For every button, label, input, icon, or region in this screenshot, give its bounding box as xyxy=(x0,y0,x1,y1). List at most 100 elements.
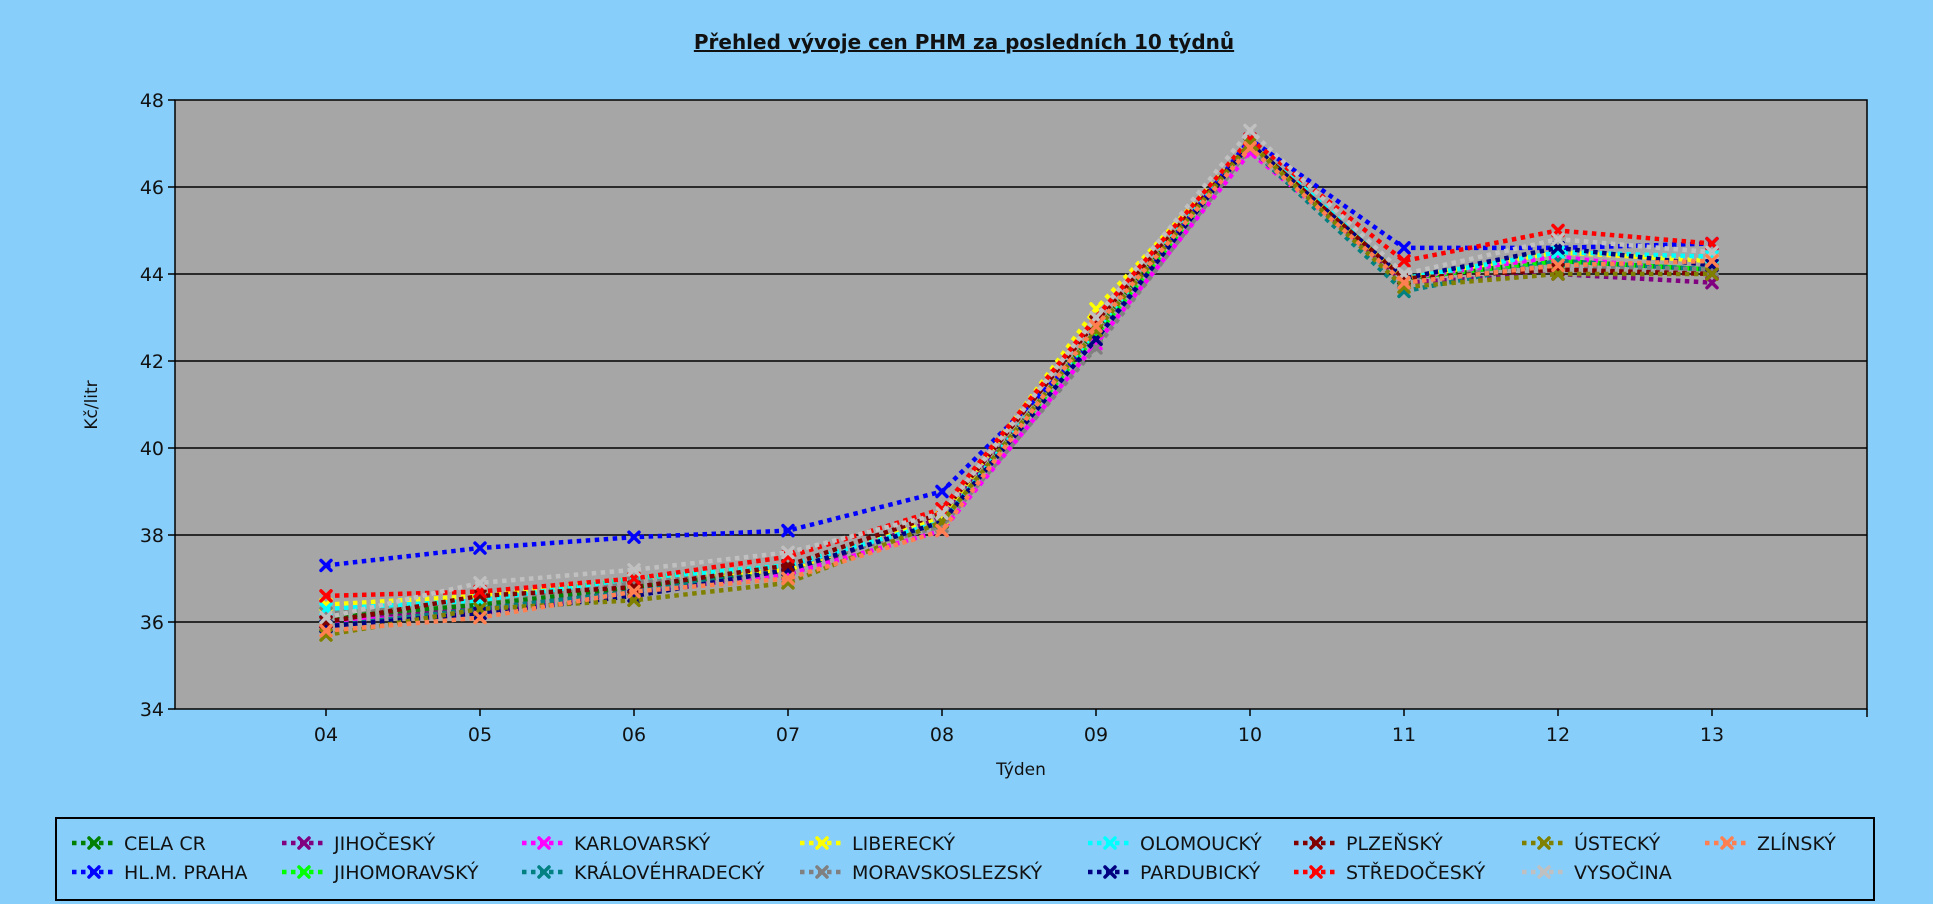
legend-label: STŘEDOČESKÝ xyxy=(1346,860,1486,884)
legend-marker xyxy=(1103,836,1117,850)
y-tick-label: 46 xyxy=(140,177,164,199)
series-line xyxy=(325,140,1713,629)
legend-marker xyxy=(87,836,101,850)
legend-marker xyxy=(815,836,829,850)
y-tick-label: 42 xyxy=(140,351,164,373)
legend-marker xyxy=(1103,865,1117,879)
y-tick-label: 48 xyxy=(140,90,164,112)
y-tick-label: 44 xyxy=(140,264,164,286)
legend-item: OLOMOUCKÝ xyxy=(1088,832,1262,855)
legend: CELA CR JIHOČESKÝ KARLOVARSKÝ LIBERECKÝ OLOM… xyxy=(72,831,1836,884)
data-point xyxy=(935,484,949,499)
x-tick-label: 04 xyxy=(314,724,338,746)
legend-label: OLOMOUCKÝ xyxy=(1140,832,1262,855)
data-point xyxy=(473,576,487,590)
legend-item: JIHOČESKÝ xyxy=(282,831,436,855)
x-tick-label: 11 xyxy=(1392,724,1416,746)
x-tick-label: 06 xyxy=(622,724,646,746)
data-point xyxy=(319,610,333,625)
legend-label: PARDUBICKÝ xyxy=(1140,861,1261,884)
data-point xyxy=(627,584,641,599)
legend-marker xyxy=(297,836,311,850)
series-lines xyxy=(319,123,1719,642)
legend-item: LIBERECKÝ xyxy=(800,832,955,855)
data-point xyxy=(319,589,333,603)
legend-marker xyxy=(1309,836,1323,850)
legend-item: VYSOČINA xyxy=(1522,860,1672,884)
x-tick-label: 09 xyxy=(1084,724,1108,746)
legend-label: KRÁLOVÉHRADECKÝ xyxy=(574,861,765,884)
legend-label: PLZEŇSKÝ xyxy=(1346,832,1443,855)
data-point xyxy=(319,558,333,573)
y-tick-label: 38 xyxy=(140,525,164,547)
legend-label: VYSOČINA xyxy=(1574,860,1672,884)
legend-marker xyxy=(537,836,551,850)
legend-item: HL.M. PRAHA xyxy=(72,862,248,884)
legend-label: ZLÍNSKÝ xyxy=(1757,832,1836,855)
chart-title: Přehled vývoje cen PHM za posledních 10 … xyxy=(694,30,1234,54)
data-point xyxy=(781,571,795,586)
data-point xyxy=(935,523,949,538)
x-axis-title: Týden xyxy=(995,760,1046,780)
data-point xyxy=(1397,254,1411,268)
legend-label: KARLOVARSKÝ xyxy=(574,832,711,855)
legend-item: PLZEŇSKÝ xyxy=(1294,832,1443,855)
x-tick-label: 13 xyxy=(1700,724,1724,746)
data-point xyxy=(781,523,795,538)
legend-label: CELA CR xyxy=(124,833,206,855)
data-point xyxy=(627,563,641,577)
x-axis-tick-labels: 04 05 06 07 08 09 10 11 12 13 xyxy=(314,709,1868,746)
legend-label: JIHOČESKÝ xyxy=(333,831,436,855)
legend-label: HL.M. PRAHA xyxy=(124,862,248,884)
y-axis-tick-labels: 34 36 38 40 42 44 46 48 xyxy=(140,90,164,721)
legend-item: CELA CR xyxy=(72,833,206,855)
legend-label: MORAVSKOSLEZSKÝ xyxy=(852,861,1043,884)
plot-area xyxy=(174,99,1868,710)
data-point xyxy=(1397,241,1411,255)
legend-marker xyxy=(1720,836,1734,850)
series-line xyxy=(325,127,1713,620)
y-tick-label: 34 xyxy=(140,699,164,721)
y-axis-title: Kč/litr xyxy=(82,380,102,429)
gridlines xyxy=(168,99,1867,710)
legend-item: MORAVSKOSLEZSKÝ xyxy=(800,861,1043,884)
data-point xyxy=(1705,254,1719,268)
data-point xyxy=(1397,275,1411,290)
legend-item: KRÁLOVÉHRADECKÝ xyxy=(522,861,765,884)
legend-marker xyxy=(297,865,311,879)
series-line xyxy=(325,136,1713,599)
legend-item: KARLOVARSKÝ xyxy=(522,832,711,855)
x-tick-label: 07 xyxy=(776,724,800,746)
legend-marker xyxy=(1537,865,1551,879)
legend-marker xyxy=(87,865,101,879)
data-point xyxy=(473,541,487,555)
data-point xyxy=(1705,267,1719,281)
x-tick-label: 05 xyxy=(468,724,492,746)
data-point xyxy=(1551,258,1565,273)
data-point xyxy=(319,623,333,638)
data-point xyxy=(781,545,795,560)
legend-item: ÚSTECKÝ xyxy=(1522,831,1661,855)
x-tick-label: 12 xyxy=(1546,724,1570,746)
series-line xyxy=(325,144,1713,616)
data-point xyxy=(473,610,487,625)
legend-item: PARDUBICKÝ xyxy=(1088,861,1261,884)
legend-item: JIHOMORAVSKÝ xyxy=(282,861,479,884)
data-point xyxy=(1243,141,1257,155)
legend-label: ÚSTECKÝ xyxy=(1574,831,1661,855)
series-line xyxy=(325,140,1712,638)
legend-item: ZLÍNSKÝ xyxy=(1705,832,1836,855)
data-point xyxy=(1243,123,1257,138)
data-point xyxy=(935,506,949,520)
x-tick-label: 10 xyxy=(1238,724,1262,746)
legend-marker xyxy=(1537,836,1551,850)
series-line xyxy=(325,149,1713,625)
legend-marker xyxy=(537,865,551,879)
data-point xyxy=(1089,319,1103,333)
legend-label: LIBERECKÝ xyxy=(852,832,955,855)
legend-label: JIHOMORAVSKÝ xyxy=(333,861,479,884)
x-tick-label: 08 xyxy=(930,724,954,746)
legend-marker xyxy=(1309,865,1323,879)
series-14 xyxy=(319,141,1719,638)
